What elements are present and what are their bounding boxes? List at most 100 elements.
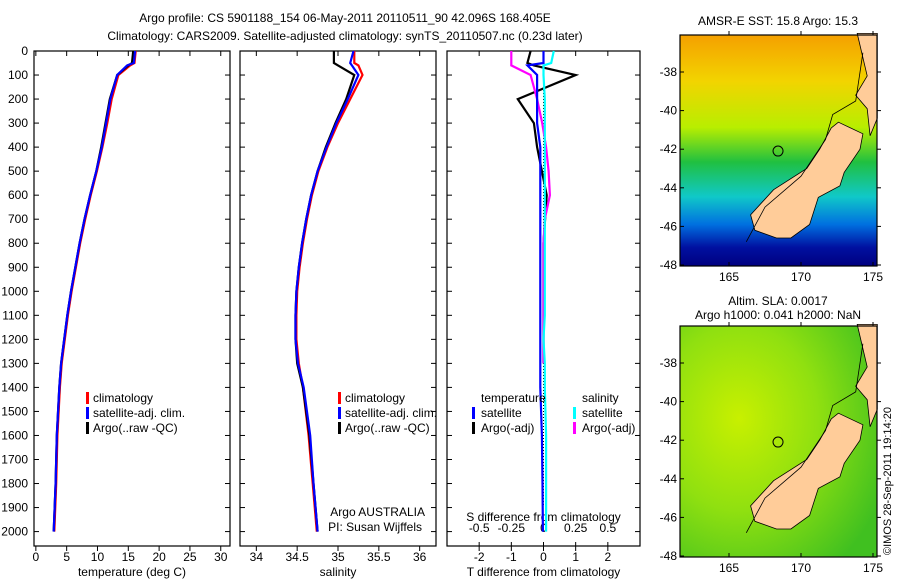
lon-tick-label: 170 xyxy=(791,270,811,284)
argo-location-marker xyxy=(772,145,784,157)
legend-label: Argo(..raw -QC) xyxy=(345,421,430,435)
legend-heading-temperature: temperature xyxy=(481,391,546,405)
y-tick-label: 2000 xyxy=(1,525,28,539)
sla-map: 165 170 175 -38 -40 -42 -44 -46 -48 xyxy=(660,322,883,575)
x-tick-label: 35.5 xyxy=(367,550,391,564)
x-tick-label: 0 xyxy=(33,550,40,564)
legend-swatch-argo xyxy=(86,422,89,434)
y-tick-label: 1800 xyxy=(1,477,28,491)
x2-tick-label: -0.25 xyxy=(498,521,526,535)
annotation-argo-australia: Argo AUSTRALIA xyxy=(330,505,425,519)
lon-tick-label: 165 xyxy=(719,561,739,575)
legend-label: climatology xyxy=(345,391,405,405)
legend-label: satellite xyxy=(582,406,623,420)
lon-tick-label: 165 xyxy=(719,270,739,284)
lat-tick-label: -44 xyxy=(660,181,678,195)
difference-panel: -2 -1 0 1 2T difference from climatology -0.5… xyxy=(446,50,641,579)
map-frame xyxy=(679,34,878,267)
title-line2: Climatology: CARS2009. Satellite-adjuste… xyxy=(107,29,582,43)
series-line-t-satellite xyxy=(525,51,545,532)
plot-frame xyxy=(33,50,231,547)
y-tick-label: 1300 xyxy=(1,356,28,370)
x2-tick-label: -0.5 xyxy=(469,521,490,535)
x-tick-label: 35 xyxy=(331,550,345,564)
south-island-land xyxy=(750,121,864,239)
y-tick-label: 1600 xyxy=(1,428,28,442)
lat-tick-label: -38 xyxy=(660,356,678,370)
y-tick-label: 500 xyxy=(8,164,28,178)
x-axis-label: salinity xyxy=(320,565,357,579)
bathymetry-contour xyxy=(745,52,864,242)
legend-label: Argo(-adj) xyxy=(481,421,534,435)
legend-swatch-t-satellite xyxy=(472,407,475,419)
legend-swatch-s-argo xyxy=(573,422,576,434)
legend-label: Argo(..raw -QC) xyxy=(93,421,178,435)
lat-tick-label: -42 xyxy=(660,433,678,447)
bathymetry-contour xyxy=(745,343,864,533)
y-tick-label: 1700 xyxy=(1,452,28,466)
legend-swatch-climatology xyxy=(86,392,89,404)
lat-tick-label: -48 xyxy=(660,258,678,272)
difference-legend: temperature salinity satellite Argo(-adj… xyxy=(472,391,635,435)
sst-map-title: AMSR-E SST: 15.8 Argo: 15.3 xyxy=(698,14,858,28)
x-axis-label: temperature (deg C) xyxy=(78,565,186,579)
y-tick-label: 100 xyxy=(8,68,28,82)
y-tick-label: 800 xyxy=(8,236,28,250)
x-tick-label: 34 xyxy=(250,550,264,564)
lat-tick-label: -46 xyxy=(660,219,678,233)
x-axis-label: T difference from climatology xyxy=(467,565,621,579)
x2-tick-label: 0.5 xyxy=(599,521,616,535)
series-line-argo xyxy=(294,51,356,532)
lat-tick-label: -46 xyxy=(660,510,678,524)
y-tick-label: 1500 xyxy=(1,404,28,418)
series-line-argo xyxy=(52,50,135,532)
legend-swatch-satellite xyxy=(86,407,89,419)
x-tick-label: 5 xyxy=(63,550,70,564)
y-tick-label: 900 xyxy=(8,260,28,274)
sst-map: 165 170 175 -38 -40 -42 -44 -46 -48 xyxy=(660,31,883,284)
legend-swatch-argo xyxy=(338,422,341,434)
temperature-panel: 0100200300400500600700800900100011001200… xyxy=(1,44,231,579)
legend-label: satellite xyxy=(481,406,522,420)
legend-swatch-climatology xyxy=(338,392,341,404)
x-tick-label: 0 xyxy=(540,550,547,564)
y-tick-label: 0 xyxy=(21,44,28,58)
annotation-pi: PI: Susan Wijffels xyxy=(328,520,422,534)
y-tick-label: 1900 xyxy=(1,501,28,515)
y-tick-label: 400 xyxy=(8,140,28,154)
temperature-legend: climatology satellite-adj. clim. Argo(..… xyxy=(86,391,185,435)
y-tick-label: 1200 xyxy=(1,332,28,346)
x-tick-label: 25 xyxy=(183,550,197,564)
legend-label: Argo(-adj) xyxy=(582,421,635,435)
x-tick-label: 10 xyxy=(91,550,105,564)
series-line-satellite-adj-clim- xyxy=(52,50,137,532)
x-tick-label: 1 xyxy=(572,550,579,564)
legend-heading-salinity: salinity xyxy=(582,391,619,405)
x-tick-label: 34.5 xyxy=(285,550,309,564)
x-tick-label: -2 xyxy=(474,550,485,564)
series-line-climatology xyxy=(295,51,364,532)
legend-label: satellite-adj. clim. xyxy=(93,406,185,420)
imos-credit: ©IMOS 28-Sep-2011 19:14:20 xyxy=(882,407,894,555)
x-tick-label: 30 xyxy=(214,550,228,564)
legend-swatch-t-argo xyxy=(472,422,475,434)
x-tick-label: 36 xyxy=(413,550,427,564)
sla-map-title1: Altim. SLA: 0.0017 xyxy=(728,294,828,308)
legend-swatch-s-satellite xyxy=(573,407,576,419)
y-tick-label: 300 xyxy=(8,116,28,130)
legend-label: satellite-adj. clim. xyxy=(345,406,437,420)
x2-tick-label: 0.25 xyxy=(564,521,588,535)
lon-tick-label: 175 xyxy=(863,270,883,284)
argo-location-marker xyxy=(772,436,784,448)
lat-tick-label: -38 xyxy=(660,65,678,79)
legend-swatch-satellite xyxy=(338,407,341,419)
salinity-legend: climatology satellite-adj. clim. Argo(..… xyxy=(328,391,437,534)
x-tick-label: -1 xyxy=(506,550,517,564)
lat-tick-label: -42 xyxy=(660,142,678,156)
y-tick-label: 200 xyxy=(8,92,28,106)
y-tick-label: 1000 xyxy=(1,284,28,298)
y-tick-label: 1400 xyxy=(1,380,28,394)
lon-tick-label: 175 xyxy=(863,561,883,575)
x-tick-label: 2 xyxy=(604,550,611,564)
